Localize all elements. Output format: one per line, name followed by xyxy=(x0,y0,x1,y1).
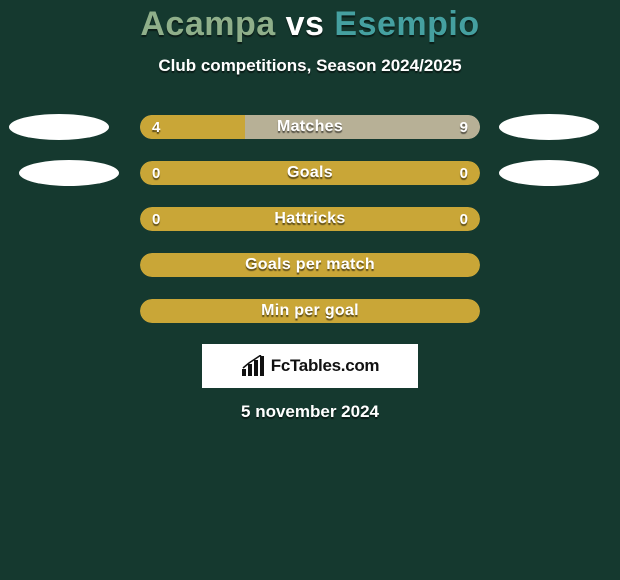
title-vs: vs xyxy=(286,5,325,43)
stat-row: 00Goals xyxy=(0,160,620,186)
stat-row: 49Matches xyxy=(0,114,620,140)
stat-row: 00Hattricks xyxy=(0,206,620,232)
stat-label: Hattricks xyxy=(140,207,480,231)
team-marker-left xyxy=(19,160,119,186)
comparison-infographic: Acampa vs Esempio Club competitions, Sea… xyxy=(0,0,620,580)
title-player2: Esempio xyxy=(334,5,479,43)
bars-icon xyxy=(241,355,267,377)
subtitle: Club competitions, Season 2024/2025 xyxy=(0,56,620,76)
logo-inner: FcTables.com xyxy=(241,355,380,377)
stat-label: Matches xyxy=(140,115,480,139)
site-logo: FcTables.com xyxy=(202,344,418,388)
stat-bar: Min per goal xyxy=(140,299,480,323)
date-line: 5 november 2024 xyxy=(0,402,620,422)
stat-bar: 00Goals xyxy=(140,161,480,185)
team-marker-left xyxy=(9,114,109,140)
stat-label: Min per goal xyxy=(140,299,480,323)
stat-bar: 49Matches xyxy=(140,115,480,139)
stats-rows: 49Matches 00Goals 00Hattricks Goals per mat… xyxy=(0,114,620,324)
stat-label: Goals per match xyxy=(140,253,480,277)
title-player1: Acampa xyxy=(140,5,275,43)
team-marker-right xyxy=(499,114,599,140)
stat-bar: Goals per match xyxy=(140,253,480,277)
team-marker-right xyxy=(499,160,599,186)
page-title: Acampa vs Esempio xyxy=(0,5,620,44)
stat-row: Min per goal xyxy=(0,298,620,324)
stat-label: Goals xyxy=(140,161,480,185)
stat-bar: 00Hattricks xyxy=(140,207,480,231)
logo-text: FcTables.com xyxy=(271,356,380,376)
stat-row: Goals per match xyxy=(0,252,620,278)
